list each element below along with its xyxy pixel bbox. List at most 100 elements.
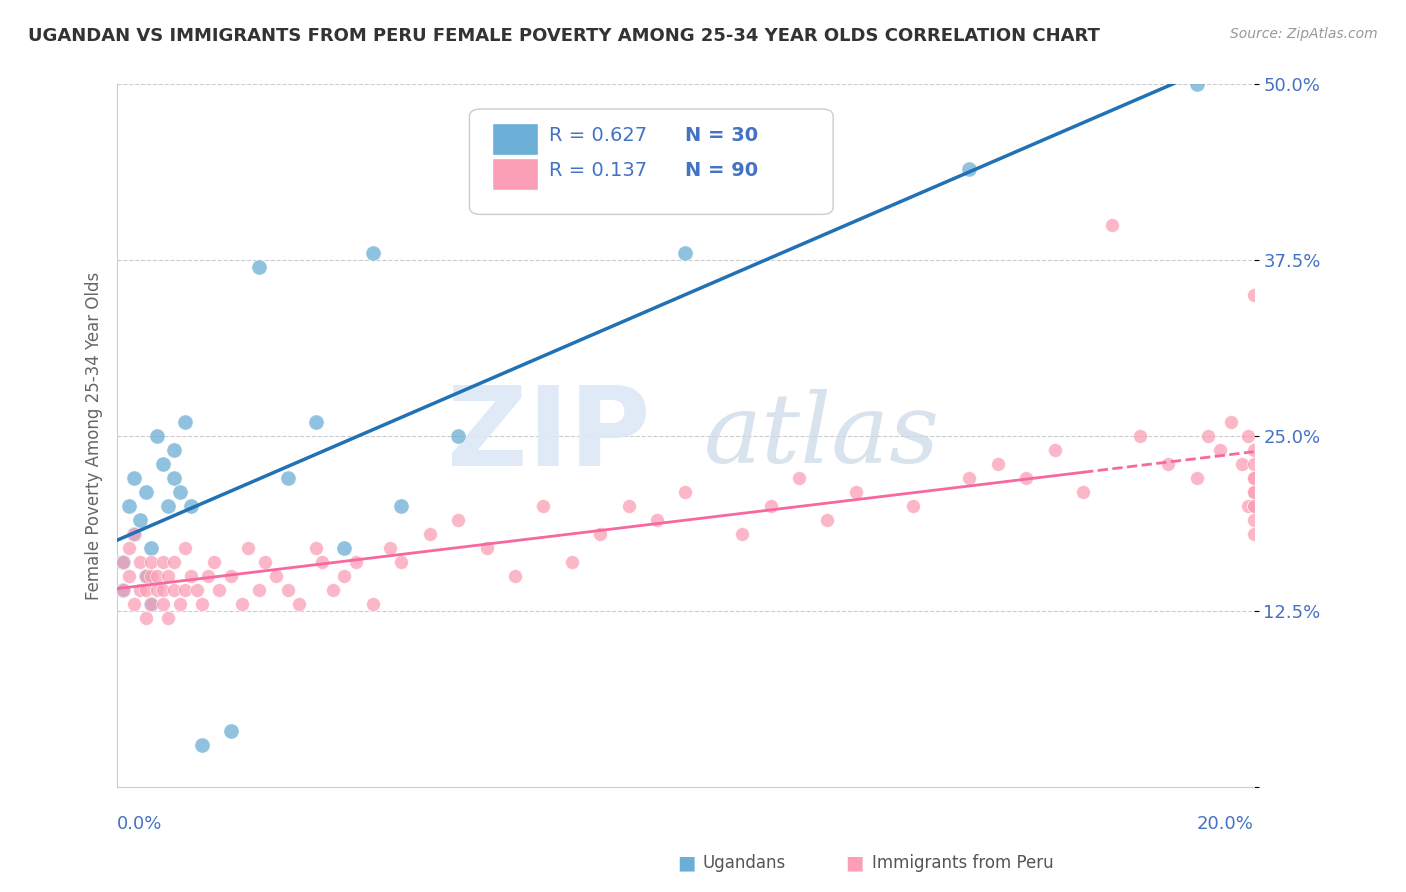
Point [186,583,208,598]
Point [135,583,157,598]
Point [1243,484,1265,499]
Point [129,513,152,527]
Point [208,583,231,598]
Point [361,597,384,611]
Text: ■: ■ [845,854,865,872]
Point [247,583,270,598]
Point [673,484,696,499]
Point [305,541,328,555]
Point [1243,442,1265,457]
Point [987,457,1010,471]
Point [1197,428,1219,442]
Point [253,555,276,569]
Point [157,611,180,625]
Text: Source: ZipAtlas.com: Source: ZipAtlas.com [1230,27,1378,41]
Point [180,499,202,513]
Y-axis label: Female Poverty Among 25-34 Year Olds: Female Poverty Among 25-34 Year Olds [86,271,103,599]
Point [135,569,157,583]
Point [152,583,174,598]
Point [333,541,356,555]
Point [1243,527,1265,541]
Point [219,569,242,583]
Point [1232,457,1254,471]
Point [163,442,186,457]
Point [169,484,191,499]
Point [845,484,868,499]
Point [959,471,981,485]
Point [180,569,202,583]
Text: R = 0.627: R = 0.627 [548,127,647,145]
Point [231,597,253,611]
Point [1243,513,1265,527]
Point [141,555,163,569]
Point [447,428,470,442]
Point [141,569,163,583]
Point [111,583,134,598]
Text: N = 90: N = 90 [685,161,758,180]
Point [561,555,583,569]
Point [163,471,186,485]
Point [673,246,696,260]
Point [117,541,139,555]
Point [419,527,441,541]
Point [475,541,498,555]
Text: Ugandans: Ugandans [703,855,786,872]
Point [305,415,328,429]
Point [157,499,180,513]
Point [236,541,259,555]
Point [1157,457,1180,471]
Point [1237,428,1260,442]
Point [135,569,157,583]
Bar [492,158,537,190]
Point [959,161,981,176]
Point [129,583,152,598]
Point [174,415,197,429]
Point [146,428,169,442]
Point [333,569,356,583]
Point [111,583,134,598]
Point [1185,471,1208,485]
Point [531,499,554,513]
Point [122,527,145,541]
Point [141,597,163,611]
Point [378,541,401,555]
Point [122,471,145,485]
Point [191,597,214,611]
Point [1243,471,1265,485]
Point [163,555,186,569]
Point [174,541,197,555]
Point [1243,484,1265,499]
Point [129,555,152,569]
Point [146,569,169,583]
Text: ■: ■ [676,854,696,872]
Bar [492,123,537,154]
Point [117,499,139,513]
Point [277,583,299,598]
Point [111,555,134,569]
Point [645,513,668,527]
Point [447,513,470,527]
Point [589,527,612,541]
Point [361,246,384,260]
Point [389,499,412,513]
Point [1243,457,1265,471]
Point [135,484,157,499]
Point [1237,499,1260,513]
Point [731,527,754,541]
FancyBboxPatch shape [470,109,834,214]
Point [174,583,197,598]
Point [901,499,924,513]
Point [146,583,169,598]
Point [1219,415,1241,429]
Point [1243,499,1265,513]
Point [247,260,270,274]
Point [152,457,174,471]
Point [202,555,225,569]
Point [1043,442,1066,457]
Point [288,597,311,611]
Point [787,471,810,485]
Point [111,555,134,569]
Point [152,555,174,569]
Point [122,597,145,611]
Point [163,583,186,598]
